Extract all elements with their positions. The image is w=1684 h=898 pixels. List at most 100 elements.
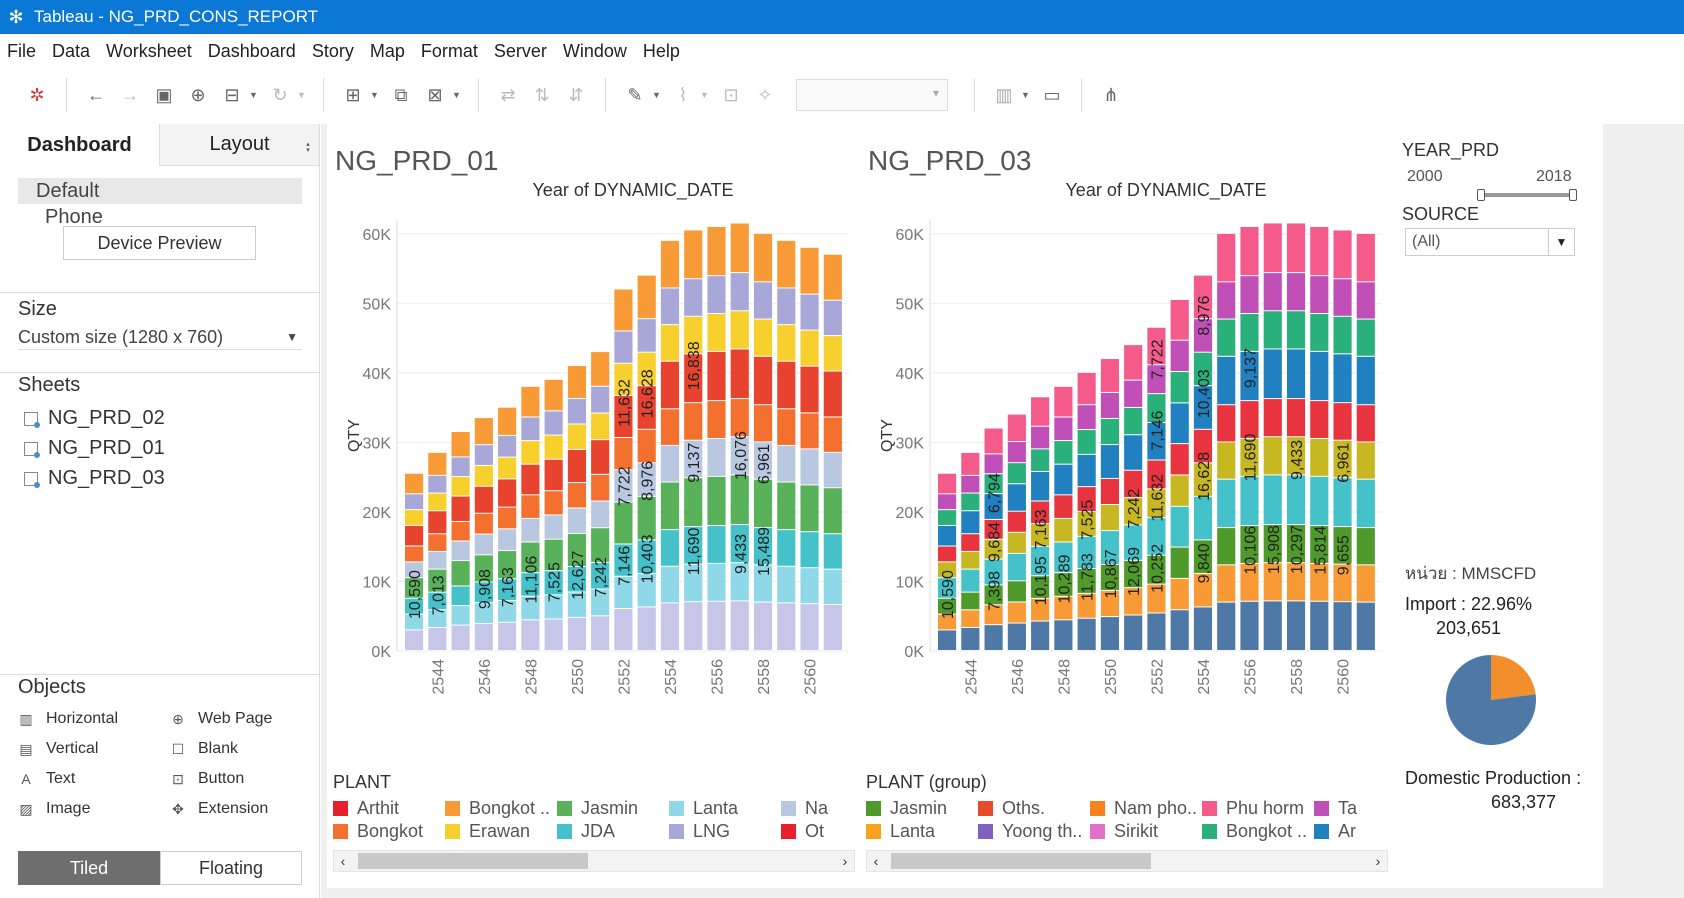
bar-segment[interactable] <box>1217 442 1236 479</box>
bar-segment[interactable] <box>474 418 493 445</box>
bar-segment[interactable] <box>1100 564 1119 591</box>
bar-segment[interactable] <box>777 240 796 288</box>
bar-segment[interactable] <box>591 528 610 562</box>
sort-descending-icon[interactable]: ⇵ <box>568 84 584 105</box>
bar-segment[interactable] <box>1077 618 1096 650</box>
bar-segment[interactable] <box>521 620 540 650</box>
bar-segment[interactable] <box>544 411 563 435</box>
bar-segment[interactable] <box>405 510 424 525</box>
legend-item[interactable]: Jasmin <box>866 798 976 819</box>
bar-segment[interactable] <box>1263 311 1282 349</box>
bar-segment[interactable] <box>1310 476 1329 526</box>
bar-segment[interactable] <box>1007 463 1026 484</box>
bar-segment[interactable] <box>684 403 703 440</box>
bar-segment[interactable] <box>660 482 680 530</box>
bar-segment[interactable] <box>1124 615 1143 650</box>
bar-segment[interactable] <box>1333 316 1352 354</box>
bar-segment[interactable] <box>1100 359 1119 392</box>
bar-segment[interactable] <box>637 429 656 463</box>
bar-segment[interactable] <box>1170 340 1189 372</box>
bar-segment[interactable] <box>660 361 680 409</box>
bar-segment[interactable] <box>961 610 980 628</box>
bar-segment[interactable] <box>591 501 610 528</box>
bar-segment[interactable] <box>961 493 980 511</box>
bar-segment[interactable] <box>660 409 680 445</box>
bar-segment[interactable] <box>753 602 773 650</box>
bar-segment[interactable] <box>1147 584 1166 613</box>
new-data-source-icon[interactable]: ⊕ <box>190 84 206 105</box>
bar-segment[interactable] <box>730 399 749 437</box>
bar-segment[interactable] <box>1077 372 1096 405</box>
year-slider-track[interactable] <box>1483 193 1573 197</box>
bar-segment[interactable] <box>1100 418 1119 445</box>
bar-segment[interactable] <box>474 486 493 513</box>
bar-segment[interactable] <box>1240 526 1259 563</box>
share-icon[interactable]: ⋔ <box>1103 84 1119 105</box>
bar-segment[interactable] <box>591 616 610 650</box>
bar-segment[interactable] <box>1170 299 1189 340</box>
legend-item[interactable]: Ar <box>1314 821 1388 842</box>
bar-segment[interactable] <box>1124 407 1143 435</box>
object-image[interactable]: ▨ Image <box>18 800 90 818</box>
sort-ascending-icon[interactable]: ⇅ <box>534 84 550 105</box>
bar-segment[interactable] <box>428 592 447 610</box>
bar-segment[interactable] <box>1333 279 1352 316</box>
legend-item[interactable]: Sirikit <box>1090 821 1200 842</box>
bar-segment[interactable] <box>1217 602 1236 650</box>
legend-item[interactable]: LNG <box>669 821 779 842</box>
bar-segment[interactable] <box>1193 463 1213 496</box>
bar-segment[interactable] <box>1217 405 1236 442</box>
bar-segment[interactable] <box>1193 496 1213 540</box>
bar-segment[interactable] <box>777 361 796 409</box>
bar-segment[interactable] <box>591 440 610 474</box>
device-default[interactable]: Default <box>18 178 302 204</box>
bar-segment[interactable] <box>451 606 470 625</box>
bar-segment[interactable] <box>777 482 796 530</box>
bar-segment[interactable] <box>730 223 749 273</box>
size-dropdown[interactable]: Custom size (1280 x 760) ▼ <box>18 324 302 350</box>
bar-segment[interactable] <box>730 349 749 399</box>
year-slider-handle-min[interactable] <box>1477 189 1485 201</box>
fix-axes-icon[interactable]: ✧ <box>757 84 773 105</box>
bar-segment[interactable] <box>1263 349 1282 399</box>
bar-segment[interactable] <box>707 563 726 601</box>
bar-segment[interactable] <box>800 366 819 413</box>
legend-item[interactable]: Bongkot .. <box>445 798 555 819</box>
bar-segment[interactable] <box>1333 527 1352 564</box>
bar-segment[interactable] <box>1170 372 1189 403</box>
bar-segment[interactable] <box>1007 511 1026 532</box>
bar-segment[interactable] <box>1124 470 1143 498</box>
bar-segment[interactable] <box>684 527 703 564</box>
bar-segment[interactable] <box>591 352 610 386</box>
bar-segment[interactable] <box>660 530 680 566</box>
bar-segment[interactable] <box>1356 479 1375 528</box>
redo-icon[interactable]: → <box>121 84 139 105</box>
undo-icon[interactable]: ← <box>87 84 105 105</box>
bar-segment[interactable] <box>498 479 517 507</box>
bar-segment[interactable] <box>451 496 470 521</box>
bar-segment[interactable] <box>1054 464 1073 495</box>
bar-segment[interactable] <box>614 502 633 544</box>
bar-segment[interactable] <box>707 314 726 351</box>
bar-segment[interactable] <box>753 233 773 282</box>
bar-segment[interactable] <box>1077 454 1096 487</box>
legend-scrollbar[interactable]: ‹ › <box>333 850 855 872</box>
bar-segment[interactable] <box>1100 505 1119 531</box>
menu-server[interactable]: Server <box>493 40 547 61</box>
bar-segment[interactable] <box>544 539 563 571</box>
bar-segment[interactable] <box>1147 460 1166 489</box>
bar-segment[interactable] <box>1054 495 1073 518</box>
bar-segment[interactable] <box>637 386 656 429</box>
bar-segment[interactable] <box>1193 607 1213 650</box>
bar-segment[interactable] <box>498 507 517 529</box>
bar-segment[interactable] <box>1217 282 1236 319</box>
bar-segment[interactable] <box>498 435 517 457</box>
dropdown-arrow-icon[interactable]: ▼ <box>1021 90 1030 100</box>
bar-segment[interactable] <box>544 515 563 539</box>
bar-segment[interactable] <box>753 565 773 602</box>
bar-segment[interactable] <box>777 409 796 445</box>
bar-segment[interactable] <box>1356 282 1375 319</box>
tab-layout[interactable]: Layout <box>159 124 319 166</box>
bar-segment[interactable] <box>1031 576 1050 598</box>
bar-segment[interactable] <box>730 601 749 650</box>
